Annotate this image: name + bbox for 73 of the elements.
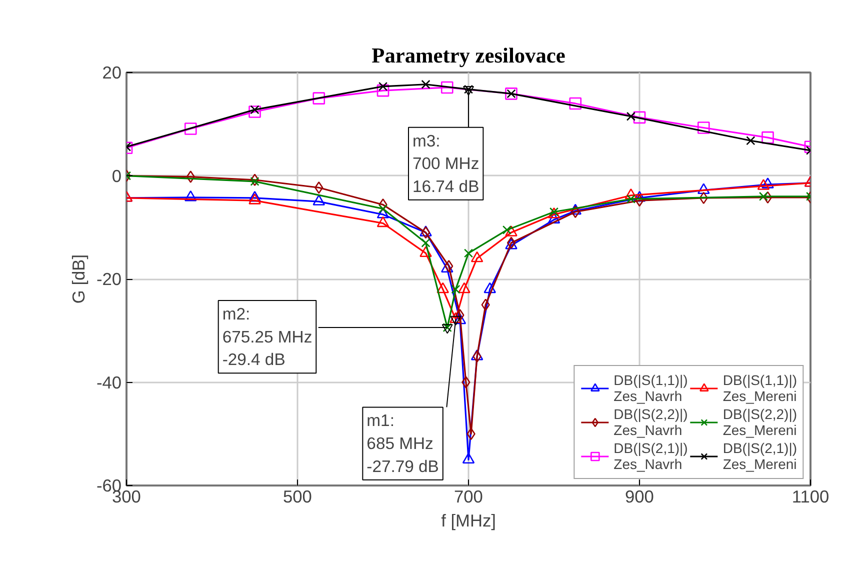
- legend-label: DB(|S(2,2)|) Zes_Mereni: [722, 406, 797, 438]
- y-axis-title: G [dB]: [68, 254, 88, 304]
- x-tick-label: 900: [625, 486, 654, 506]
- point: [421, 80, 430, 89]
- point: [376, 84, 390, 97]
- point: [757, 179, 770, 190]
- point: [758, 192, 768, 201]
- point: [250, 105, 260, 114]
- point: [502, 225, 512, 234]
- point: [464, 248, 474, 258]
- point: [312, 194, 326, 206]
- x-tick-label: 1100: [792, 486, 830, 506]
- point: [626, 112, 636, 121]
- x-tick-label: 500: [283, 486, 312, 506]
- point: [184, 122, 197, 135]
- point: [548, 212, 560, 224]
- legend-label: DB(|S(2,1)|) Zes_Mereni: [722, 440, 797, 472]
- point: [569, 204, 582, 215]
- y-tick-label: -40: [96, 372, 122, 392]
- point: [440, 81, 454, 94]
- chart-title: Parametry zesilovace: [372, 44, 566, 68]
- point: [250, 176, 260, 186]
- annotation: m3: 700 MHz 16.74 dB: [412, 131, 480, 196]
- y-tick-label: 0: [112, 166, 122, 186]
- point: [505, 226, 518, 236]
- point: [762, 178, 774, 188]
- point: [462, 452, 475, 464]
- point: [484, 282, 496, 294]
- point: [481, 298, 490, 311]
- point: [462, 376, 470, 388]
- point: [378, 204, 388, 214]
- point: [624, 188, 638, 200]
- point: [697, 122, 710, 134]
- point: [451, 284, 460, 294]
- point: [248, 194, 261, 204]
- legend-label: DB(|S(1,1)|) Zes_Mereni: [722, 372, 797, 404]
- annotation: m2: 675.25 MHz -29.4 dB: [222, 304, 312, 370]
- legend-label: DB(|S(1,1)|) Zes_Navrh: [614, 372, 688, 404]
- point: [436, 282, 449, 294]
- point: [746, 136, 756, 146]
- point: [762, 131, 774, 144]
- point: [450, 312, 462, 324]
- point: [697, 183, 710, 194]
- point: [420, 226, 432, 236]
- point: [440, 262, 454, 272]
- point: [633, 190, 646, 202]
- point: [248, 106, 261, 118]
- x-tick-label: 700: [454, 486, 483, 506]
- x-axis-title: f [MHz]: [441, 510, 496, 530]
- point: [378, 198, 388, 211]
- point: [633, 111, 646, 124]
- point: [312, 92, 326, 104]
- point: [458, 282, 470, 294]
- point: [250, 174, 260, 186]
- point: [626, 194, 636, 204]
- legend-label: DB(|S(2,1)|) Zes_Navrh: [614, 440, 688, 472]
- y-tick-label: -20: [96, 269, 122, 289]
- point: [470, 349, 484, 360]
- point: [470, 251, 484, 262]
- annotation: m1: 685 MHz -27.79 dB: [366, 411, 439, 476]
- point: [569, 97, 582, 110]
- y-tick-label: 20: [102, 62, 122, 82]
- legend-label: DB(|S(2,2)|) Zes_Navrh: [614, 406, 688, 438]
- point: [186, 170, 195, 183]
- point: [376, 216, 390, 228]
- point: [421, 226, 430, 239]
- point: [763, 191, 772, 204]
- point: [420, 246, 432, 258]
- point: [378, 82, 388, 91]
- point: [421, 238, 430, 248]
- point: [248, 190, 261, 202]
- point: [454, 313, 466, 324]
- point: [184, 190, 197, 202]
